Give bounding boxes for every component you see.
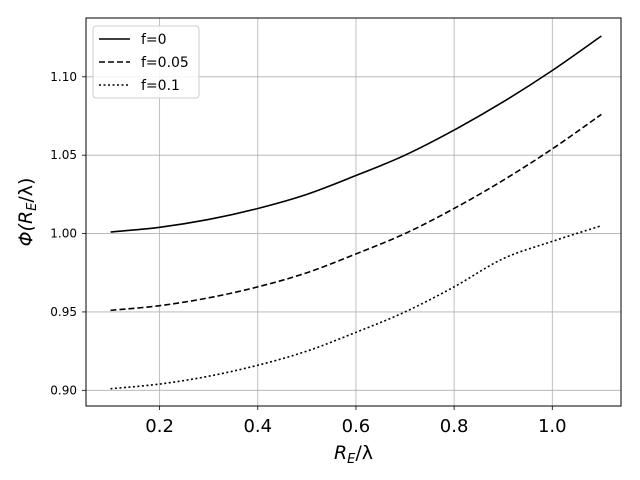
y-axis-label: Φ(RE/λ)	[15, 178, 40, 247]
y-tick-label: 1.05	[50, 148, 77, 162]
series-line-1	[110, 113, 602, 312]
plot-frame	[85, 17, 622, 407]
y-tick-label: 0.90	[50, 383, 77, 397]
legend-label: f=0.1	[141, 78, 180, 94]
x-tick-label: 0.8	[440, 416, 469, 437]
x-axis-label: RE/λ	[334, 442, 373, 467]
y-tick-label: 1.00	[50, 227, 77, 241]
grid	[86, 18, 621, 406]
x-tick-label: 0.2	[145, 416, 174, 437]
series-line-0	[110, 35, 602, 233]
x-tick-label: 0.4	[243, 416, 272, 437]
y-tick-label: 1.10	[50, 70, 77, 84]
series-line-2	[110, 224, 602, 390]
x-tick-label: 0.6	[342, 416, 371, 437]
legend: f=0 f=0.05 f=0.1	[92, 25, 200, 99]
legend-label: f=0	[141, 32, 167, 48]
legend-box	[92, 25, 200, 99]
y-tick-label: 0.95	[50, 305, 77, 319]
ticks: 0.2 0.4 0.6 0.8 1.0 0.90 0.95 1.00 1.05 1.10	[50, 70, 566, 437]
legend-label: f=0.05	[141, 55, 189, 71]
series-lines	[110, 35, 602, 390]
x-tick-label: 1.0	[538, 416, 567, 437]
